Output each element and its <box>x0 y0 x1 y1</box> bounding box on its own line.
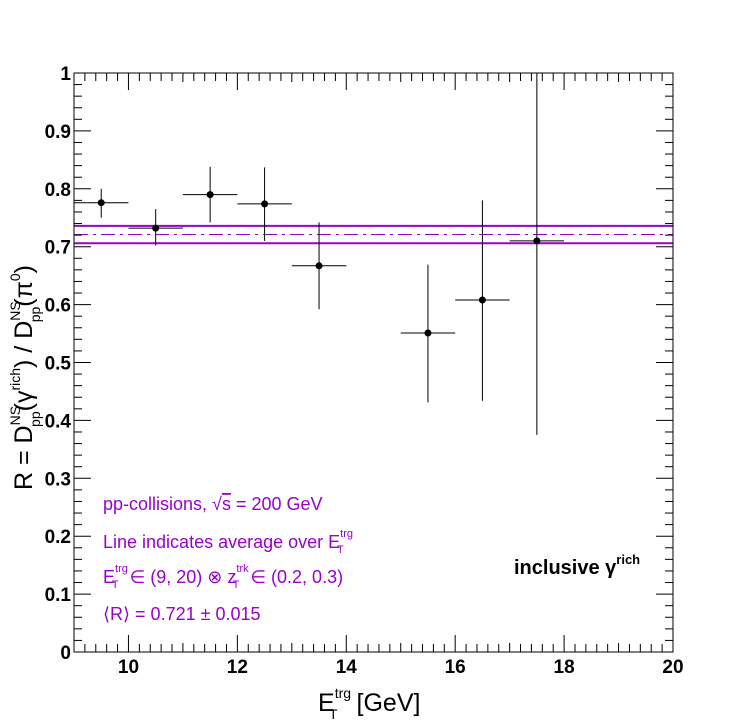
inclusive-tag: inclusive γrich <box>514 552 640 579</box>
annotation-collision-system: pp-collisions, √s = 200 GeV <box>103 494 323 514</box>
data-point <box>509 73 565 435</box>
axis-ticks <box>73 72 674 653</box>
data-point <box>128 209 183 246</box>
x-tick-labels: 10 12 14 16 18 20 <box>118 657 684 678</box>
y-axis-title: R = DNS pp(γrich) / DNS pp(π0) <box>7 265 43 490</box>
data-point <box>237 167 292 241</box>
data-marker <box>533 237 541 245</box>
average-band <box>74 224 673 245</box>
data-marker <box>206 191 214 199</box>
data-marker <box>152 224 160 232</box>
x-tick-label: 16 <box>445 657 466 678</box>
data-marker <box>261 200 269 208</box>
y-tick-label: 0.5 <box>45 354 72 375</box>
y-tick-label: 0.3 <box>45 469 71 490</box>
x-tick-label: 14 <box>336 657 358 678</box>
y-tick-label: 0.2 <box>45 527 71 548</box>
data-marker <box>315 262 323 270</box>
data-marker <box>97 199 105 207</box>
y-tick-label: 0.8 <box>45 180 71 201</box>
y-tick-label: 0.4 <box>45 411 72 432</box>
annotation-kinematic-range: Etrg T ∈ (9, 20) ⊗ ztrk T ∈ (0.2, 0.3) <box>103 563 343 591</box>
data-marker <box>424 329 432 337</box>
y-tick-labels: 0 0.1 0.2 0.3 0.4 0.5 0.6 0.7 0.8 0.9 1 <box>45 64 72 664</box>
data-point <box>400 264 456 403</box>
x-tick-label: 10 <box>118 657 139 678</box>
y-tick-label: 0.6 <box>45 296 71 317</box>
x-tick-label: 12 <box>227 657 248 678</box>
data-marker <box>478 296 486 304</box>
data-point <box>291 222 347 310</box>
y-tick-label: 1 <box>60 64 71 85</box>
x-tick-label: 18 <box>554 657 575 678</box>
data-series <box>74 73 565 435</box>
data-point <box>74 188 129 218</box>
y-tick-label: 0.1 <box>45 585 72 606</box>
data-point <box>455 200 510 401</box>
y-tick-label: 0.9 <box>45 122 71 143</box>
y-tick-label: 0.7 <box>45 238 71 259</box>
annotation-average-value: ⟨R⟩ = 0.721 ± 0.015 <box>103 604 261 624</box>
annotation-average-note: Line indicates average over Etrg T <box>103 528 353 556</box>
x-tick-label: 20 <box>662 657 683 678</box>
x-axis-title: Etrg T [GeV] <box>318 685 420 722</box>
y-tick-label: 0 <box>60 643 71 664</box>
data-point <box>182 166 238 223</box>
